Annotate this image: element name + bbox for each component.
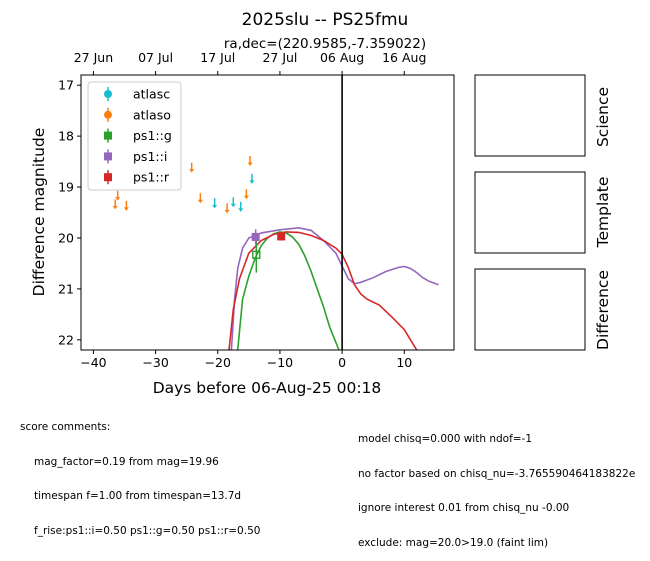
y-tick-label: 18 [58,129,74,144]
upper-limit-marker [189,163,194,173]
y-tick-label: 22 [58,332,74,347]
model-curve [231,228,438,350]
upper-limit-marker [244,189,249,199]
x-tick-label: −40 [80,355,106,370]
upper-limit-marker [225,203,230,213]
legend-marker [104,111,112,119]
model-curves [229,228,439,350]
legend-label: ps1::g [133,128,172,143]
thumbnail-science: Science [475,75,612,156]
upper-limit-marker [238,202,243,212]
top-tick-label: 06 Aug [320,50,364,65]
score-comment-line: timespan f=1.00 from timespan=13.7d [20,491,260,503]
x-tick-label: 0 [338,355,346,370]
top-tick-label: 17 Jul [200,50,235,65]
score-comments-header: score comments: [20,422,260,434]
thumbnail-label-difference: Difference [594,270,612,350]
x-axis-label: Days before 06-Aug-25 00:18 [153,379,382,397]
top-tick-label: 27 Jun [74,50,113,65]
y-tick-label: 20 [58,230,74,245]
legend-label: ps1::i [133,149,167,164]
upper-limit-marker [115,191,120,201]
y-tick-label: 17 [58,78,74,93]
thumbnail-label-science: Science [594,87,612,147]
upper-limit-marker [249,174,254,184]
score-comment-line: mag_factor=0.19 from mag=19.96 [20,457,260,469]
x-tick-label: −10 [267,355,293,370]
score-comments: score comments: mag_factor=0.19 from mag… [20,399,260,549]
legend-marker [104,90,112,98]
thumbnail-template: Template [475,172,612,253]
legend-marker [104,152,112,160]
legend-marker [104,173,112,181]
score-comment-line: f_rise:ps1::i=0.50 ps1::g=0.50 ps1::r=0.… [20,526,260,538]
thumbnail-difference: Difference [475,269,612,350]
y-tick-label: 21 [58,281,74,296]
legend-label: atlaso [133,107,171,122]
x-tick-label: −30 [142,355,168,370]
top-tick-label: 07 Jul [138,50,173,65]
legend-label: atlasc [133,87,170,102]
model-comments: model chisq=0.000 with ndof=-1 no factor… [358,411,650,561]
x-tick-label: 10 [396,355,412,370]
thumbnail-label-template: Template [594,177,612,249]
x-tick-label: −20 [205,355,231,370]
upper-limit-marker [113,199,118,209]
model-comment-line: exclude: mag=20.0>19.0 (faint lim) [358,538,650,550]
model-curve [229,232,417,350]
model-comment-line: model chisq=0.000 with ndof=-1 [358,434,650,446]
data-point [277,232,285,240]
upper-limit-marker [248,156,253,166]
legend-marker [104,132,112,140]
upper-limit-marker [212,198,217,208]
model-comment-line: no factor based on chisq_nu=-3.765590464… [358,469,650,481]
top-tick-label: 27 Jul [262,50,297,65]
y-tick-label: 19 [58,180,74,195]
chart-title: 2025slu -- PS25fmu [242,10,409,30]
model-comment-line: ignore interest 0.01 from chisq_nu -0.00 [358,503,650,515]
y-axis-label: Difference magnitude [30,128,48,297]
upper-limit-marker [198,193,203,203]
upper-limit-marker [124,201,129,211]
top-tick-label: 16 Aug [382,50,426,65]
legend-label: ps1::r [133,170,170,185]
upper-limit-marker [231,197,236,207]
